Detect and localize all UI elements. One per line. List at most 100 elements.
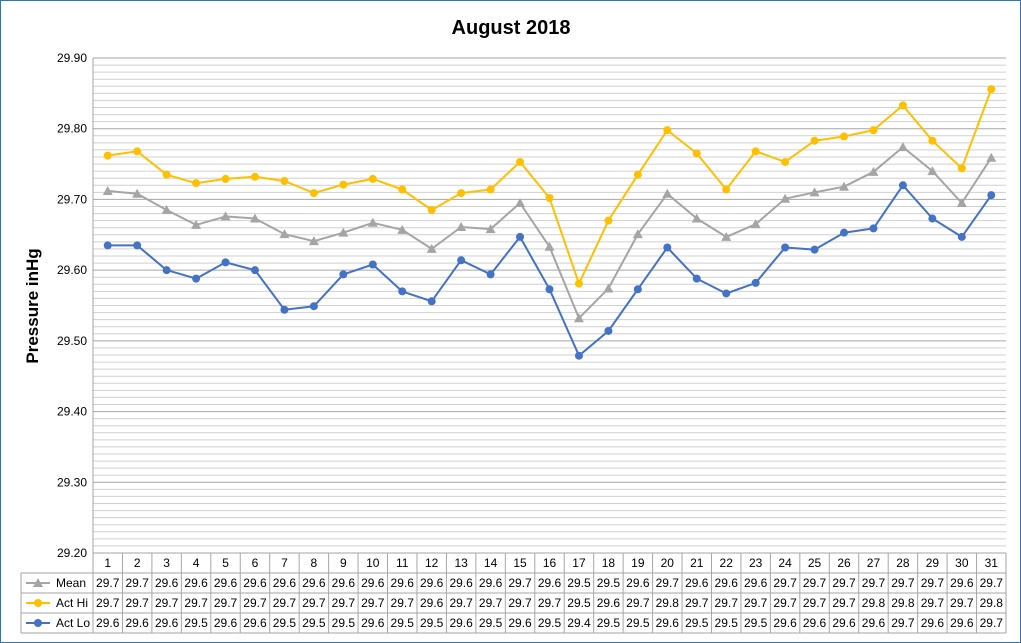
table-cell: 29.6 [508,616,532,630]
data-point [132,188,143,198]
table-cell: 29.6 [862,616,886,630]
x-tick-label: 19 [631,556,645,570]
x-tick-label: 20 [661,556,675,570]
table-cell: 29.7 [891,616,915,630]
x-tick-label: 22 [720,556,734,570]
x-tick-label: 11 [396,556,409,570]
x-tick-label: 27 [867,556,881,570]
data-point [250,266,259,275]
table-cell: 29.7 [832,576,856,590]
table-cell: 29.7 [862,576,886,590]
data-point [250,172,259,181]
table-cell: 29.5 [567,576,591,590]
table-cell: 29.5 [626,616,650,630]
x-tick-label: 10 [366,556,380,570]
data-point [249,213,260,223]
table-cell: 29.7 [921,596,945,610]
y-tick-labels: 29.20 29.30 29.40 29.50 29.60 29.70 29.80 29.90 [57,51,87,560]
data-point [162,266,171,275]
table-cell: 29.8 [891,596,915,610]
chart-title: August 2018 [452,17,571,39]
table-cell: 29.7 [744,596,768,610]
data-point [516,157,525,166]
data-point [839,181,850,191]
table-cell: 29.7 [921,576,945,590]
table-cell: 29.6 [950,616,974,630]
table-cell: 29.5 [391,616,415,630]
table-cell: 29.6 [125,616,149,630]
table-cell: 29.6 [243,616,267,630]
data-point [339,180,348,189]
table-cell: 29.6 [155,616,179,630]
data-point [957,232,966,241]
y-tick-label: 29.80 [57,122,87,136]
x-tick-label: 9 [340,556,347,570]
table-cell: 29.7 [891,576,915,590]
x-tick-label: 7 [281,556,288,570]
data-point [221,174,230,183]
data-point [368,260,377,269]
table-cell: 29.6 [832,616,856,630]
data-point [928,214,937,223]
table-cell: 29.6 [332,576,356,590]
table-cell: 29.7 [950,596,974,610]
x-tick-label: 16 [543,556,557,570]
table-cell: 29.6 [538,576,562,590]
table-cell: 29.7 [803,576,827,590]
table-cell: 29.5 [302,616,326,630]
x-tick-label: 5 [222,556,229,570]
x-tick-label: 26 [837,556,851,570]
table-cell: 29.7 [715,596,739,610]
data-point [869,126,878,135]
data-point [339,270,348,279]
table-cell: 29.7 [184,596,208,610]
table-cell: 29.5 [685,616,709,630]
data-point [192,179,201,188]
legend-key-marker [34,619,42,627]
y-tick-label: 29.20 [57,546,87,560]
data-point [426,243,437,253]
table-cell: 29.7 [125,576,149,590]
y-tick-label: 29.50 [57,334,87,348]
data-point [810,136,819,145]
data-point [220,211,231,221]
data-point [986,152,997,162]
data-point [516,232,525,241]
table-cell: 29.6 [803,616,827,630]
data-point [633,285,642,294]
data-point [781,243,790,252]
data-point [603,283,614,293]
data-point [338,227,349,237]
table-cell: 29.7 [155,596,179,610]
table-cell: 29.7 [302,596,326,610]
data-point [604,216,613,225]
x-tick-label: 24 [778,556,792,570]
table-cell: 29.5 [332,616,356,630]
series-layer [102,85,997,360]
data-point [280,177,289,186]
table-cell: 29.7 [656,576,680,590]
table-cell: 29.6 [361,616,385,630]
data-point [368,174,377,183]
legend-key-marker [34,599,42,607]
data-point [457,256,466,265]
x-tick-label: 15 [513,556,527,570]
table-cell: 29.8 [980,596,1004,610]
data-point [192,274,201,283]
data-point [545,285,554,294]
data-table: 1 2 3 4 5 6 7 8 9 10 11 12 13 14 15 16 17 18 19 20 21 22 23 24 2… [20,552,1007,634]
table-cell: 29.6 [685,576,709,590]
data-point [485,224,496,234]
table-cell: 29.5 [538,616,562,630]
table-cell: 29.7 [538,596,562,610]
table-cell: 29.6 [96,616,120,630]
data-point [398,287,407,296]
table-cell: 29.6 [449,576,473,590]
table-cell: 29.7 [125,596,149,610]
table-cell: 29.7 [449,596,473,610]
data-point [309,189,318,198]
table-cell: 29.7 [391,596,415,610]
table-cell: 29.7 [479,596,503,610]
data-point [457,189,466,198]
data-point [663,243,672,252]
